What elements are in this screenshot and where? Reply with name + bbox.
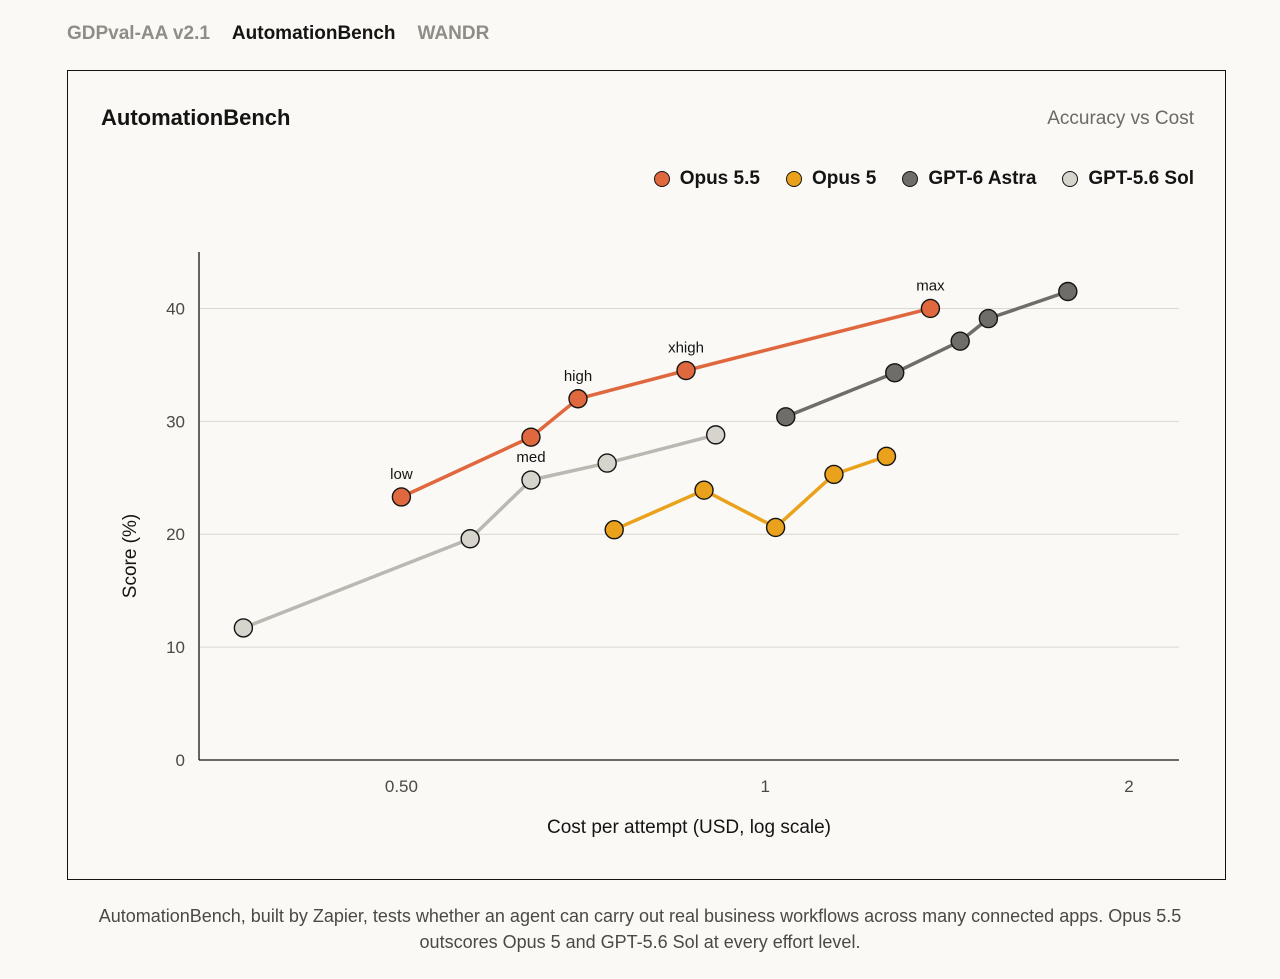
legend-swatch-gpt-5-6-sol xyxy=(1062,171,1079,187)
legend-swatch-opus-5 xyxy=(785,171,802,187)
chart-caption: AutomationBench, built by Zapier, tests … xyxy=(98,906,1182,952)
chart-legend: Opus 5.5 Opus 5 GPT-6 Astra GPT-5.6 Sol xyxy=(653,168,1194,190)
legend-label: GPT-5.6 Sol xyxy=(1088,168,1194,189)
tab-automationbench[interactable]: AutomationBench xyxy=(231,23,396,44)
chart-subtitle: Accuracy vs Cost xyxy=(1047,108,1194,129)
tab-gdpval[interactable]: GDPval-AA v2.1 xyxy=(67,23,210,44)
legend-label: GPT-6 Astra xyxy=(928,168,1037,189)
benchmark-tabs: GDPval-AA v2.1 AutomationBench WANDR xyxy=(67,20,489,48)
legend-item-opus-5-5: Opus 5.5 xyxy=(653,168,760,190)
legend-item-opus-5: Opus 5 xyxy=(785,168,877,190)
legend-item-gpt-6-astra: GPT-6 Astra xyxy=(902,168,1036,190)
chart-panel: AutomationBench Accuracy vs Cost Opus 5.… xyxy=(67,70,1226,880)
legend-label: Opus 5.5 xyxy=(679,168,760,189)
legend-item-gpt-5-6-sol: GPT-5.6 Sol xyxy=(1062,168,1194,190)
chart-title: AutomationBench xyxy=(101,105,291,130)
legend-swatch-gpt-6-astra xyxy=(902,171,919,187)
tab-wandr[interactable]: WANDR xyxy=(417,23,490,44)
legend-label: Opus 5 xyxy=(811,168,877,189)
legend-swatch-opus-5-5 xyxy=(653,171,670,187)
